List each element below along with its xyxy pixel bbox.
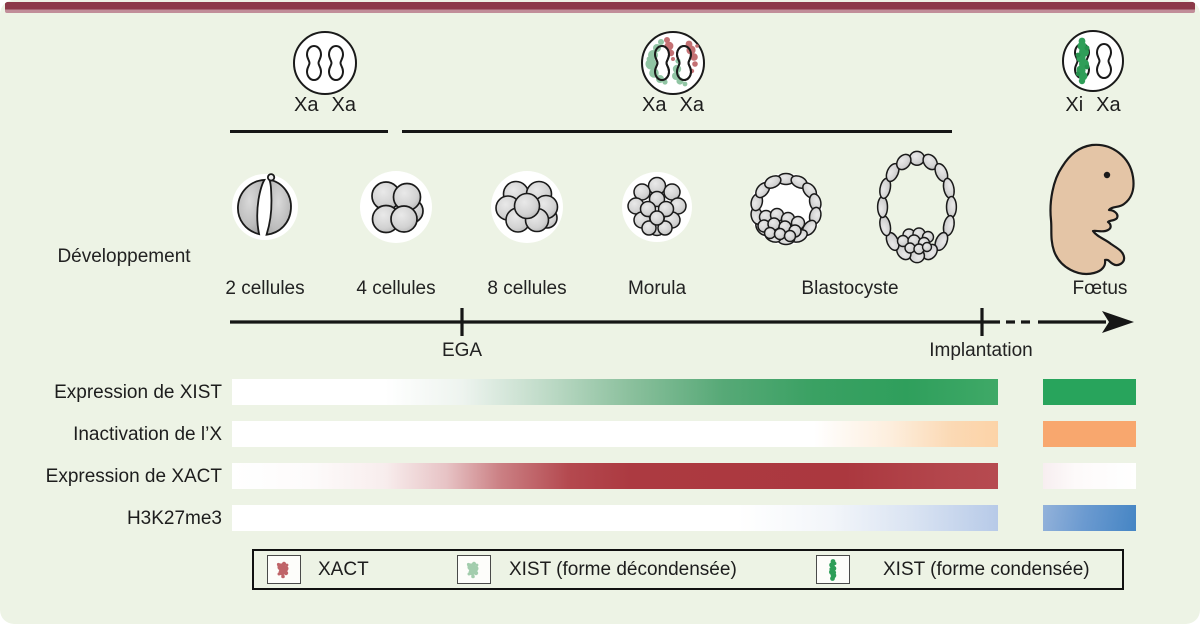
- embryo-8-cell-icon: [491, 171, 563, 243]
- stage-label-2-cells: 2 cellules: [225, 278, 305, 299]
- nucleus-two-active-x-icon: [293, 31, 357, 95]
- xist-condensed-icon: [816, 555, 850, 584]
- row-label-h3k27me3: H3K27me3: [126, 508, 222, 529]
- xist-expression-gradient-bar: [232, 379, 998, 405]
- xist-expression-post-bar: [1043, 379, 1136, 405]
- pre-ega-rule: [230, 130, 388, 133]
- journal-top-bar: [5, 2, 1195, 13]
- embryo-early-blastocyst-icon: [750, 172, 822, 246]
- nucleus-xi-coated-icon: [1062, 30, 1124, 92]
- h3k27me3-gradient-bar: [232, 505, 998, 531]
- nucleus-middle-labels: Xa Xa: [623, 94, 723, 117]
- timeline-arrow: [230, 308, 1134, 336]
- stage-label-blastocyst: Blastocyste: [801, 278, 899, 299]
- stage-label-morula: Morula: [627, 278, 687, 299]
- legend-label-xact: XACT: [318, 559, 369, 580]
- arrowhead-icon: [1102, 311, 1134, 333]
- ega-label: EGA: [441, 340, 483, 361]
- nucleus-right-labels: Xi Xa: [1043, 94, 1143, 117]
- row-label-xist-expression: Expression de XIST: [54, 382, 222, 403]
- x-inactivation-post-bar: [1043, 421, 1136, 447]
- stage-label-8-cells: 8 cellules: [487, 278, 567, 299]
- fetus-eye: [1103, 171, 1111, 179]
- xa-label: Xa: [1096, 94, 1121, 116]
- xact-cloud-speckles: [664, 37, 699, 74]
- nucleus-biallelic-xist-xact-icon: [641, 31, 705, 95]
- row-label-xact-expression: Expression de XACT: [45, 466, 222, 487]
- legend-box: XACT XIST (forme décondensée) XIST (form: [252, 549, 1124, 590]
- implantation-label: Implantation: [929, 340, 1033, 361]
- xact-speckle-icon: [267, 555, 301, 584]
- development-row-label: Développement: [57, 246, 191, 267]
- xist-condensed-coat: [1075, 37, 1090, 85]
- legend-label-xist-condensed: XIST (forme condensée): [883, 559, 1090, 580]
- xa-label: Xa: [294, 94, 319, 116]
- fetus-icon: [1049, 143, 1135, 275]
- row-label-x-inactivation: Inactivation de l’X: [73, 424, 222, 445]
- xa-label: Xa: [331, 94, 356, 116]
- embryo-late-blastocyst-icon: [869, 147, 965, 267]
- xact-expression-post-bar: [1043, 463, 1136, 489]
- xa-label: Xa: [642, 94, 667, 116]
- embryo-2-cell-icon: [232, 173, 298, 240]
- post-ega-rule: [402, 130, 952, 133]
- xi-label: Xi: [1065, 94, 1084, 116]
- legend-label-xist-decondensed: XIST (forme décondensée): [509, 559, 737, 580]
- embryo-4-cell-icon: [360, 171, 432, 243]
- x-inactivation-gradient-bar: [232, 421, 998, 447]
- xist-decondensed-icon: [457, 555, 491, 584]
- xa-label: Xa: [679, 94, 704, 116]
- stage-label-4-cells: 4 cellules: [356, 278, 436, 299]
- nucleus-left-labels: Xa Xa: [275, 94, 375, 117]
- embryo-morula-icon: [622, 172, 692, 242]
- stage-label-fetus: Fœtus: [1072, 278, 1128, 299]
- h3k27me3-post-bar: [1043, 505, 1136, 531]
- xact-expression-gradient-bar: [232, 463, 998, 489]
